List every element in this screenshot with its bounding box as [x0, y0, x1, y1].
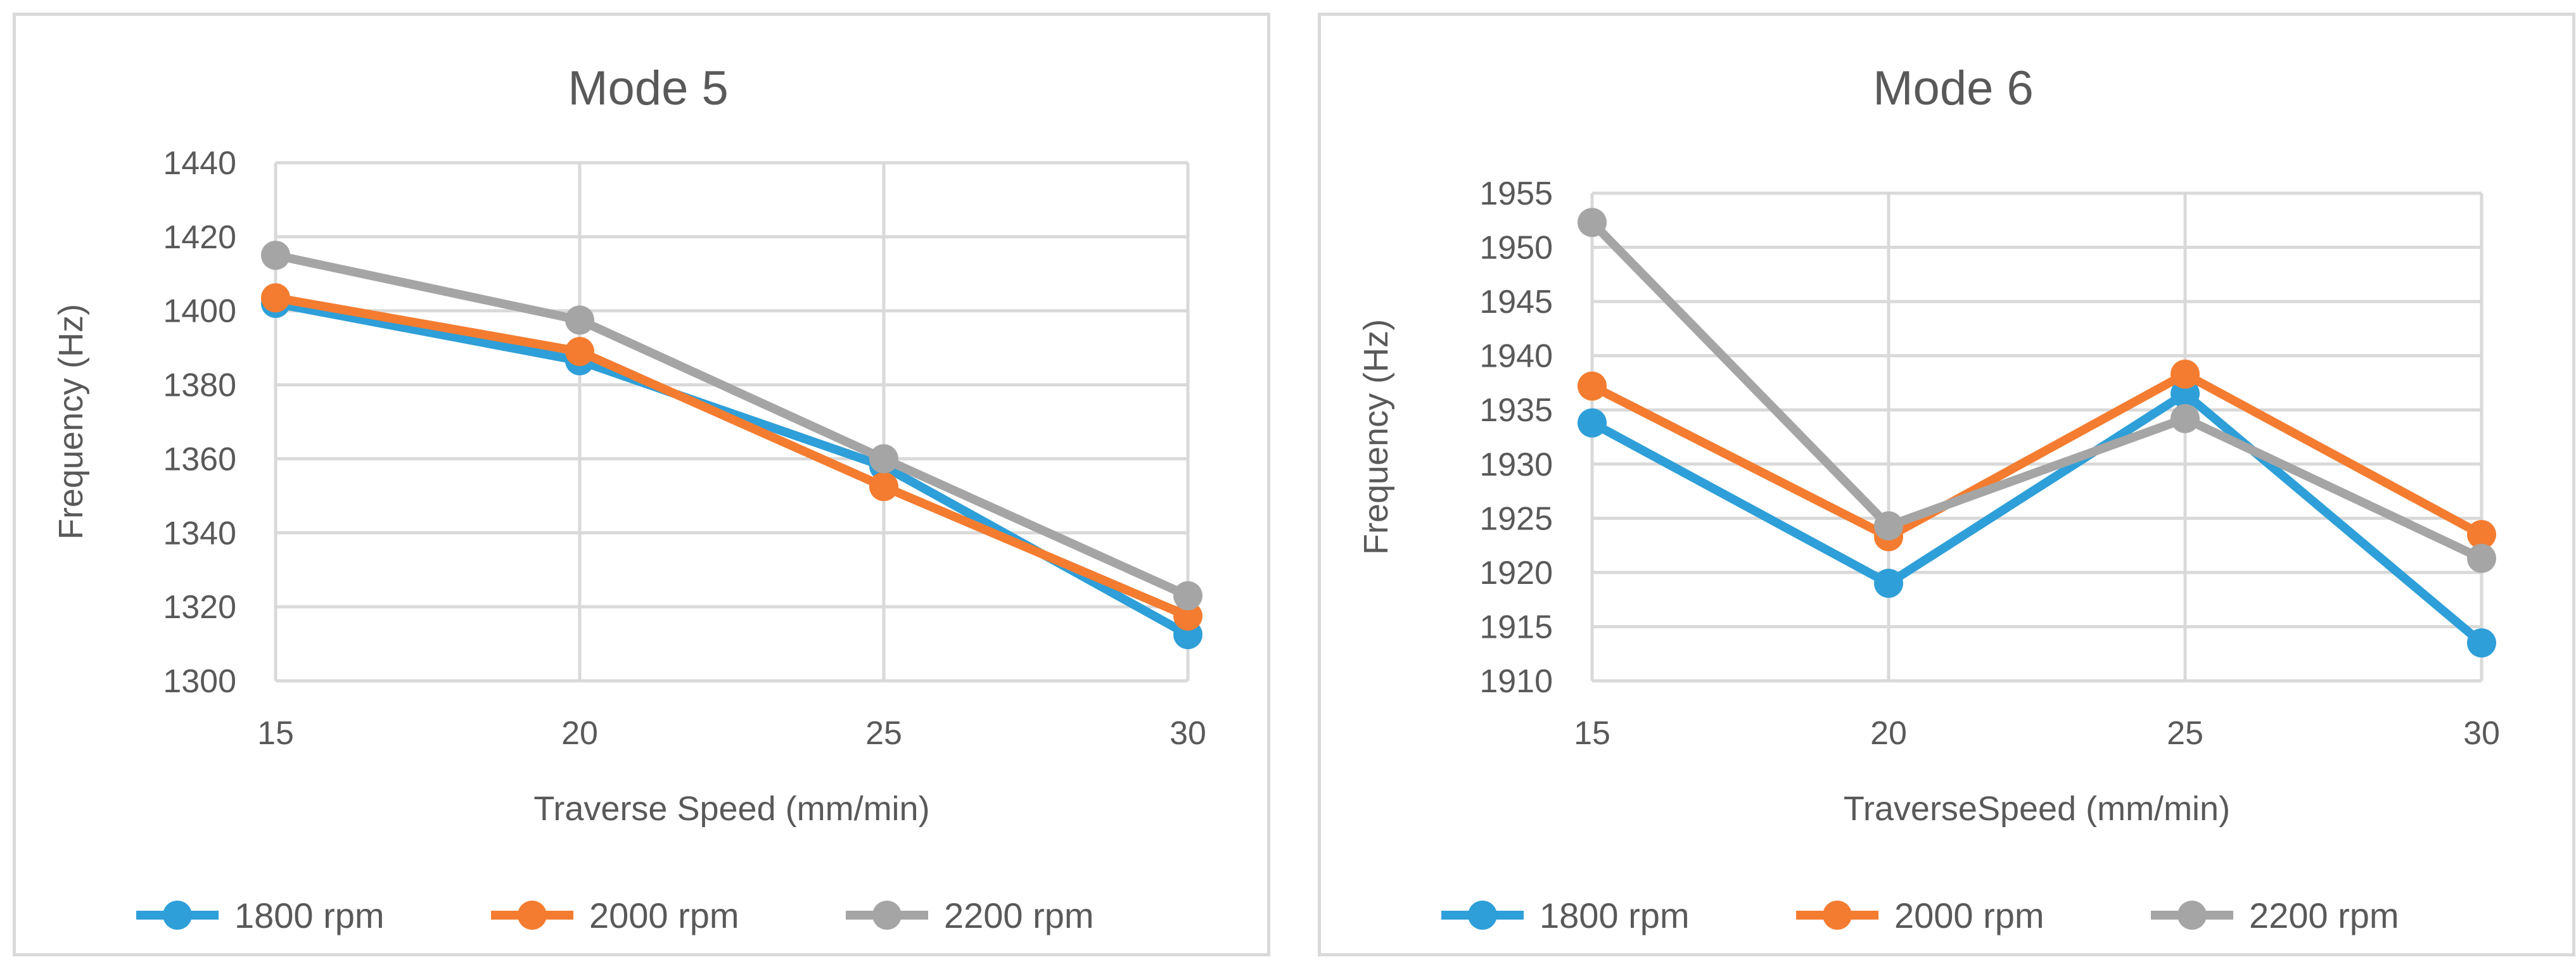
series-line-2200-rpm: [1588, 218, 2486, 563]
y-tick-label: 1945: [1479, 284, 1553, 320]
data-point-2000-rpm: [1578, 371, 1607, 401]
y-tick-label: 1320: [163, 589, 236, 626]
x-tick-label: 25: [865, 715, 902, 752]
data-point-1800-rpm: [1578, 408, 1607, 438]
y-axis-title: Frequency (Hz): [1357, 319, 1395, 555]
data-point-2200-rpm: [1578, 208, 1607, 238]
legend-marker-1800-rpm: [1468, 901, 1497, 930]
series-line-2000-rpm: [1588, 369, 2486, 542]
x-tick-label: 30: [2463, 715, 2500, 752]
legend-marker-2200-rpm: [872, 901, 902, 930]
data-point-2200-rpm: [1874, 511, 1903, 541]
data-point-1800-rpm: [1874, 569, 1903, 598]
legend-label-1800-rpm: 1800 rpm: [1540, 896, 1690, 935]
data-point-2200-rpm: [261, 241, 290, 270]
data-point-2000-rpm: [2171, 359, 2200, 389]
x-tick-label: 15: [257, 715, 294, 752]
chart-mode-5: Mode 5 1300 1320 1340 1360 1380 1400 1420 1440 15…: [13, 13, 1270, 956]
chart-title: Mode 5: [568, 61, 729, 115]
chart-title: Mode 6: [1873, 61, 2034, 115]
data-point-2200-rpm: [2467, 543, 2496, 573]
y-tick-label: 1300: [163, 663, 236, 700]
data-point-2200-rpm: [869, 444, 898, 474]
legend-marker-1800-rpm: [163, 901, 192, 930]
y-tick-label: 1920: [1479, 555, 1553, 592]
chart-mode-5-svg: Mode 5 1300 1320 1340 1360 1380 1400 1420 1440 15…: [52, 61, 1206, 935]
legend-marker-2000-rpm: [1823, 901, 1852, 930]
legend-marker-2000-rpm: [518, 901, 547, 930]
series-line-1800-rpm: [271, 299, 1192, 639]
x-axis-title: TraverseSpeed (mm/min): [1844, 790, 2230, 828]
legend-label-2200-rpm: 2200 rpm: [2249, 896, 2399, 935]
data-point-2200-rpm: [565, 305, 594, 335]
data-point-1800-rpm: [2467, 628, 2496, 658]
data-point-2000-rpm: [869, 472, 898, 502]
data-point-2000-rpm: [261, 283, 290, 313]
y-tick-label: 1940: [1479, 338, 1553, 375]
y-tick-label: 1915: [1479, 609, 1553, 645]
data-point-2000-rpm: [565, 336, 594, 366]
data-point-2200-rpm: [1173, 581, 1202, 611]
data-point-2200-rpm: [2171, 403, 2200, 433]
y-tick-label: 1380: [163, 367, 236, 404]
legend-marker-2200-rpm: [2177, 901, 2207, 930]
legend-label-1800-rpm: 1800 rpm: [234, 896, 385, 935]
x-axis-title: Traverse Speed (mm/min): [533, 790, 929, 828]
y-tick-label: 1400: [163, 293, 236, 330]
y-tick-label: 1950: [1479, 230, 1553, 267]
chart-mode-6: Mode 6 1910 1915 1920 1925 1930 1935 1940 1945 19…: [1318, 13, 2575, 956]
y-tick-label: 1910: [1479, 663, 1553, 700]
y-axis-title: Frequency (Hz): [52, 304, 90, 540]
series-line-2000-rpm: [271, 293, 1192, 621]
series-line-2200-rpm: [271, 251, 1192, 600]
y-tick-label: 1955: [1479, 175, 1553, 212]
x-tick-label: 20: [1870, 715, 1907, 752]
y-tick-label: 1360: [163, 441, 236, 478]
y-tick-label: 1440: [163, 145, 236, 182]
x-tick-label: 15: [1574, 715, 1610, 752]
legend-label-2000-rpm: 2000 rpm: [1894, 896, 2044, 935]
data-point-2000-rpm: [1173, 601, 1202, 631]
x-tick-label: 30: [1170, 715, 1206, 752]
x-tick-label: 25: [2167, 715, 2203, 752]
y-tick-label: 1420: [163, 219, 236, 256]
chart-mode-6-svg: Mode 6 1910 1915 1920 1925 1930 1935 1940 1945 19…: [1357, 61, 2500, 935]
legend-label-2200-rpm: 2200 rpm: [944, 896, 1094, 935]
y-tick-label: 1340: [163, 515, 236, 552]
legend-label-2000-rpm: 2000 rpm: [589, 896, 739, 935]
data-point-2000-rpm: [2467, 520, 2496, 549]
x-tick-label: 20: [561, 715, 598, 752]
series-line-1800-rpm: [1588, 389, 2486, 648]
y-tick-label: 1935: [1479, 392, 1553, 429]
y-tick-label: 1930: [1479, 446, 1553, 483]
y-tick-label: 1925: [1479, 500, 1553, 537]
